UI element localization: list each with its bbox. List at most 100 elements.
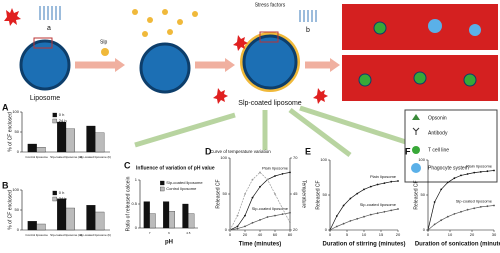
y-tick-label: 100 (12, 187, 19, 192)
chart-title: Influence of variation of pH value (136, 165, 215, 171)
legend-text: Antibody (428, 130, 448, 136)
opsonin-icon (412, 114, 420, 120)
liposome-label: Liposome (30, 95, 60, 102)
legend-text: T cell line (428, 147, 449, 153)
arrow-head (225, 58, 235, 72)
x-tick-label: Slp-coated liposome (b) (79, 233, 111, 237)
y-axis-label: Ratio of released calcein (125, 176, 131, 231)
x-tick-label: 30 (492, 232, 497, 237)
bar (163, 201, 170, 229)
panel-letter: D (205, 146, 212, 156)
y-axis-label: Released CF (215, 179, 221, 208)
legend-label: 24 h (59, 196, 67, 201)
legend-swatch (52, 112, 57, 118)
series-label: Plain liposome (262, 165, 289, 170)
y-tick-label: 1 (135, 177, 138, 182)
y-tick-label: 0 (17, 149, 20, 154)
bilayer (39, 6, 61, 20)
y-axis-label: Released CF (315, 180, 321, 209)
cells (358, 21, 477, 87)
y-tick-label: 100 (418, 157, 425, 162)
y-tick-label: 50 (323, 192, 328, 197)
legend-text: Phagocyte system (428, 165, 469, 171)
y-tick-label: 0.5 (131, 201, 137, 206)
slp-units (132, 9, 198, 37)
arrow-head (115, 58, 125, 72)
legend-text: Opsonin (428, 115, 447, 121)
x-tick-label: 80 (288, 232, 293, 237)
x-tick-label: 20 (396, 232, 401, 237)
bar (27, 221, 37, 231)
bar (36, 147, 46, 153)
x-tick-label: 4.5 (186, 231, 191, 235)
y2-tick-label: 70 (293, 155, 298, 160)
bar (27, 143, 37, 153)
y-tick-label: 50 (15, 129, 20, 134)
stress-star (4, 8, 21, 26)
panel-letter: A (2, 102, 9, 112)
label-a: a (47, 25, 51, 32)
legend-swatch (52, 118, 57, 124)
arrow (288, 108, 352, 157)
series-label: Plain liposome (466, 164, 493, 169)
x-tick-label: 5 (346, 232, 349, 237)
bar (65, 128, 75, 153)
annotation: Curve of temperature variation (210, 149, 271, 154)
x-axis-label: Duration of sonication (minutes) (415, 242, 500, 248)
y2-tick-label: 45 (293, 191, 298, 196)
y-tick-label: 0 (135, 225, 138, 230)
x-tick-label: Slp-coated liposome (a) (50, 233, 82, 237)
x-tick-label: 6 (168, 231, 170, 235)
legend-swatch (52, 190, 57, 196)
coated-label: Slp-coated liposome (238, 100, 302, 107)
bar (57, 198, 67, 231)
x-tick-label: Slp-coated liposome (a) (50, 155, 82, 159)
y-tick-label: 100 (220, 155, 227, 160)
liposome (139, 42, 191, 94)
y-tick-label: 0 (17, 227, 20, 232)
legend-swatch (160, 180, 165, 186)
x-axis-label: Time (minutes) (239, 242, 282, 248)
phagocytes (428, 19, 481, 36)
line (229, 171, 291, 231)
x-tick-label: 15 (379, 232, 384, 237)
y-tick-label: 100 (12, 109, 19, 114)
x-tick-label: Slp-coated liposome (b) (79, 155, 111, 159)
bar (95, 132, 105, 153)
series-label: Slp-coated liposome (360, 202, 397, 207)
x-tick-label: 20 (470, 232, 475, 237)
stress-star (213, 88, 228, 104)
bar (86, 205, 96, 231)
stress-star (313, 88, 328, 104)
panel-letter: B (2, 180, 9, 190)
line (427, 170, 495, 231)
series-label: Slp-coated liposome (456, 199, 493, 204)
bar (36, 223, 46, 231)
panel-letter: C (124, 160, 131, 170)
x-tick-label: Control liposome (25, 233, 48, 237)
arrow-head (330, 58, 340, 72)
bar (143, 201, 150, 229)
legend-swatch (160, 186, 165, 192)
y-tick-label: 50 (15, 207, 20, 212)
bar (86, 125, 96, 153)
x-tick-label: 10 (448, 232, 453, 237)
arrow (134, 112, 236, 148)
bar (149, 213, 156, 229)
stress-star (233, 35, 248, 51)
y-axis-label: % of CF enclosed (7, 190, 13, 230)
y-tick-label: 0 (423, 227, 426, 232)
zoom-box (259, 31, 279, 43)
x-tick-label: 40 (258, 232, 263, 237)
x-tick-label: 0 (229, 232, 232, 237)
y2-tick-label: 20 (293, 227, 298, 232)
bar (65, 207, 75, 231)
x-tick-label: 60 (273, 232, 278, 237)
diagram: a Liposome Slp Stress factors b Slp-coat… (4, 2, 498, 183)
bar (168, 211, 175, 229)
y2-axis-label: Temperature (301, 180, 307, 208)
y-tick-label: 50 (421, 192, 426, 197)
x-tick-label: 0 (427, 232, 430, 237)
x-tick-label: Control liposome (25, 155, 48, 159)
